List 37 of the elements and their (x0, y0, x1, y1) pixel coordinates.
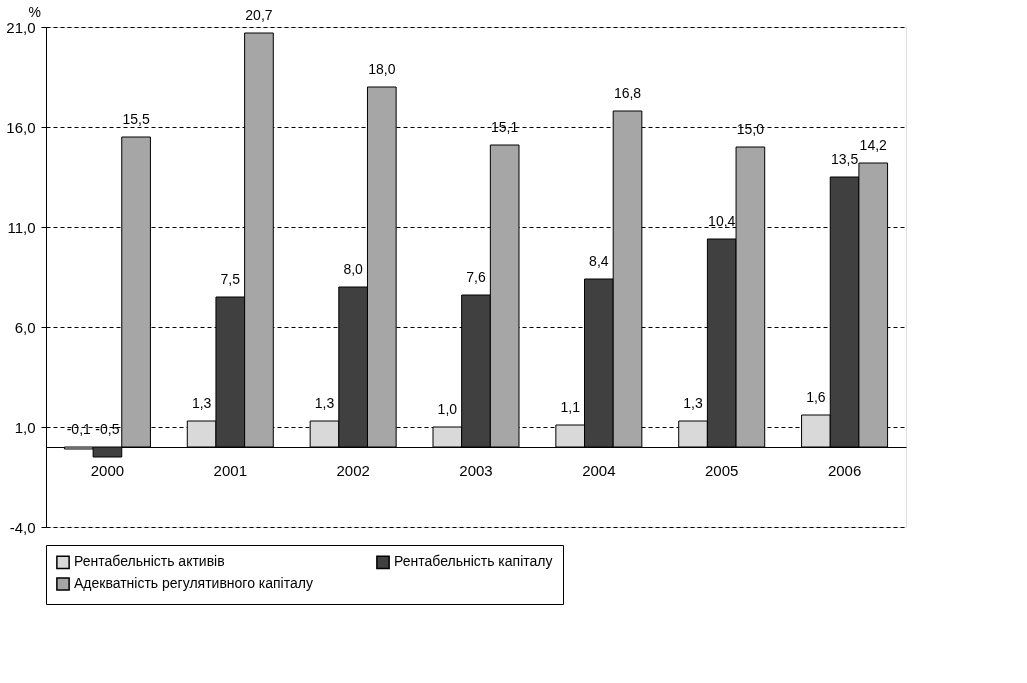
legend-label: Адекватність регулятивного капіталу (74, 575, 313, 591)
data-label: 16,8 (613, 85, 642, 101)
data-label: 13,5 (830, 151, 859, 167)
y-tick-label: -4,0 (9, 518, 36, 536)
data-label: 1,1 (560, 399, 581, 415)
y-axis-title: % (28, 3, 41, 20)
data-label: 10,4 (708, 213, 736, 229)
x-tick-label: 2004 (582, 461, 616, 479)
data-label: 15,1 (491, 119, 519, 135)
x-tick-label: 2006 (827, 461, 862, 479)
x-tick-label: 2001 (213, 461, 247, 479)
data-label: 1,3 (683, 395, 703, 411)
data-label: -0,1 (66, 421, 92, 437)
data-label: 7,6 (466, 269, 486, 285)
data-label: 1,3 (191, 395, 212, 411)
data-label: 20,7 (245, 7, 273, 23)
x-tick-label: 2003 (459, 461, 493, 479)
data-label: 7,5 (220, 271, 241, 287)
data-label: 18,0 (368, 61, 396, 77)
legend-label: Рентабельність активів (74, 553, 225, 570)
data-label: 1,0 (437, 401, 458, 417)
y-tick-label: 21,0 (6, 18, 36, 36)
data-label: 8,4 (589, 253, 609, 269)
y-tick-label: 6,0 (14, 318, 36, 336)
data-label: -0,5 (95, 421, 120, 437)
data-label: 15,5 (122, 111, 150, 127)
y-tick-label: 16,0 (6, 118, 36, 136)
y-tick-label: 1,0 (14, 418, 36, 436)
x-tick-label: 2002 (336, 461, 370, 479)
data-label: 14,2 (859, 137, 888, 153)
x-tick-label: 2005 (705, 461, 739, 479)
y-tick-label: 11,0 (7, 218, 36, 236)
data-label: 1,3 (314, 395, 335, 411)
data-label: 8,0 (343, 261, 364, 277)
data-label: 1,6 (806, 389, 826, 405)
x-tick-label: 2000 (90, 461, 125, 479)
legend-label: Рентабельність капіталу (394, 553, 553, 570)
